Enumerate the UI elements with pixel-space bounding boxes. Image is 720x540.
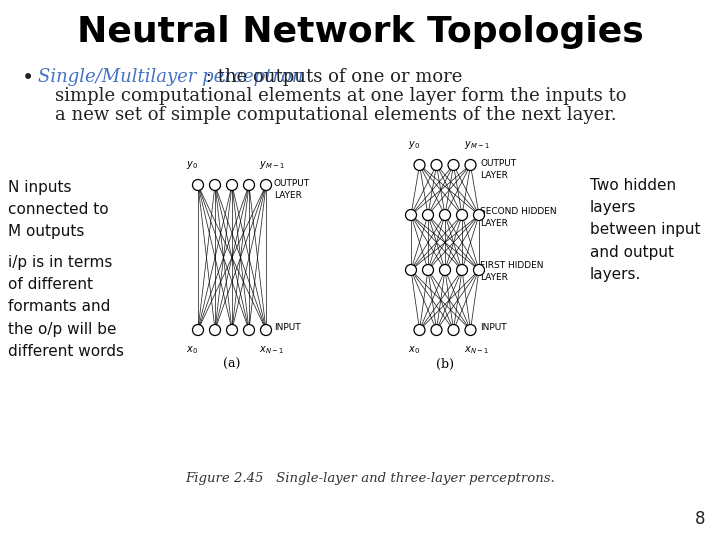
Text: OUTPUT: OUTPUT — [480, 159, 517, 167]
Circle shape — [423, 210, 433, 220]
Text: $x_{N-1}$: $x_{N-1}$ — [259, 344, 284, 356]
Text: SECOND HIDDEN: SECOND HIDDEN — [480, 206, 557, 215]
Text: $y_0$: $y_0$ — [408, 139, 420, 151]
Circle shape — [439, 210, 451, 220]
Circle shape — [474, 210, 485, 220]
Text: FIRST HIDDEN: FIRST HIDDEN — [480, 261, 544, 271]
Text: LAYER: LAYER — [480, 171, 508, 179]
Text: •: • — [22, 68, 35, 88]
Text: INPUT: INPUT — [480, 323, 507, 333]
Circle shape — [227, 179, 238, 191]
Circle shape — [210, 179, 220, 191]
Text: Two hidden
layers
between input
and output
layers.: Two hidden layers between input and outp… — [590, 178, 701, 282]
Circle shape — [405, 210, 416, 220]
Circle shape — [227, 325, 238, 335]
Circle shape — [465, 325, 476, 335]
Text: i/p is in terms
of different
formants and
the o/p will be
different words: i/p is in terms of different formants an… — [8, 255, 124, 359]
Text: INPUT: INPUT — [274, 323, 301, 333]
Text: $y_{M-1}$: $y_{M-1}$ — [464, 139, 490, 151]
Text: N inputs
connected to
M outputs: N inputs connected to M outputs — [8, 180, 109, 239]
Text: LAYER: LAYER — [274, 191, 302, 199]
Text: $x_0$: $x_0$ — [408, 344, 420, 356]
Text: a new set of simple computational elements of the next layer.: a new set of simple computational elemen… — [55, 106, 616, 124]
Text: : the outputs of one or more: : the outputs of one or more — [200, 68, 462, 86]
Text: 8: 8 — [695, 510, 705, 528]
Circle shape — [210, 325, 220, 335]
Text: OUTPUT: OUTPUT — [274, 179, 310, 187]
Circle shape — [414, 325, 425, 335]
Circle shape — [243, 325, 254, 335]
Circle shape — [261, 179, 271, 191]
Text: Neutral Network Topologies: Neutral Network Topologies — [76, 15, 644, 49]
Text: Figure 2.45   Single-layer and three-layer perceptrons.: Figure 2.45 Single-layer and three-layer… — [185, 472, 554, 485]
Circle shape — [431, 325, 442, 335]
Text: (a): (a) — [223, 358, 240, 371]
Circle shape — [448, 325, 459, 335]
Text: Single/Multilayer perceptron: Single/Multilayer perceptron — [38, 68, 304, 86]
Text: $y_{M-1}$: $y_{M-1}$ — [259, 159, 285, 171]
Circle shape — [414, 159, 425, 171]
Circle shape — [261, 325, 271, 335]
Circle shape — [243, 179, 254, 191]
Circle shape — [448, 159, 459, 171]
Circle shape — [474, 265, 485, 275]
Circle shape — [439, 265, 451, 275]
Text: $x_{N-1}$: $x_{N-1}$ — [464, 344, 489, 356]
Text: $x_0$: $x_0$ — [186, 344, 198, 356]
Circle shape — [423, 265, 433, 275]
Circle shape — [456, 265, 467, 275]
Circle shape — [405, 265, 416, 275]
Circle shape — [192, 179, 204, 191]
Circle shape — [456, 210, 467, 220]
Circle shape — [192, 325, 204, 335]
Circle shape — [465, 159, 476, 171]
Text: simple computational elements at one layer form the inputs to: simple computational elements at one lay… — [55, 87, 626, 105]
Circle shape — [431, 159, 442, 171]
Text: (b): (b) — [436, 358, 454, 371]
Text: $y_0$: $y_0$ — [186, 159, 198, 171]
Text: LAYER: LAYER — [480, 219, 508, 227]
Text: LAYER: LAYER — [480, 273, 508, 282]
